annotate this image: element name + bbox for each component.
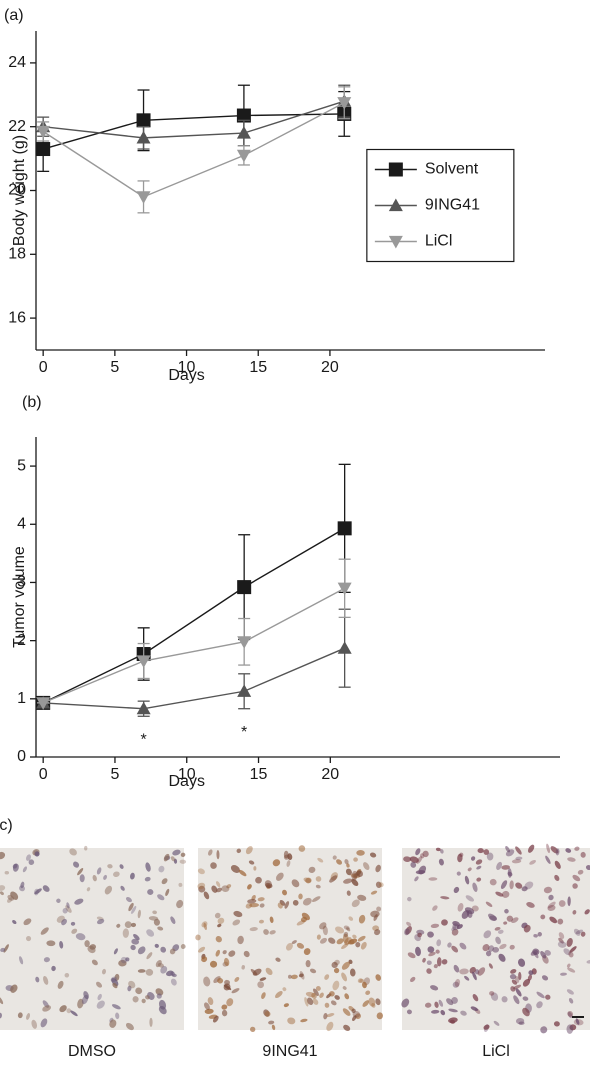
y-tick-label: 16 [8,309,26,326]
y-axis-label: Body weight (g) [11,135,28,246]
marker [338,641,352,654]
x-tick-label: 0 [39,766,48,783]
nucleus [306,960,311,967]
image-caption: LiCl [482,1043,510,1060]
nucleus [478,848,484,853]
legend-label: 9ING41 [425,197,480,214]
series-line [43,103,344,197]
y-tick-label: 5 [17,457,26,474]
micrograph [195,844,385,1033]
y-tick-label: 18 [8,246,26,263]
marker [137,113,151,127]
y-tick-label: 22 [8,118,26,135]
marker [137,191,151,204]
marker [338,521,352,535]
marker [237,126,251,139]
legend-label: Solvent [425,161,479,178]
marker [137,655,151,668]
y-tick-label: 24 [8,54,26,71]
series-line [43,648,344,709]
x-tick-label: 5 [111,766,120,783]
micrograph [400,843,590,1034]
figure: (a)161820222405101520DaysBody weight (g)… [0,0,590,1068]
series-line [43,528,344,703]
image-caption: DMSO [68,1043,116,1060]
nucleus [253,866,256,871]
x-tick-label: 20 [321,359,339,376]
x-tick-label: 15 [250,766,268,783]
panel-label: (c) [0,817,13,834]
marker [237,580,251,594]
legend-label: LiCl [425,233,453,250]
x-axis-label: Days [168,367,204,384]
page: {"chart_data": [ {"type": "line", "panel… [0,0,590,1068]
series-line [43,101,344,138]
marker [389,163,403,177]
nucleus [84,940,89,947]
x-tick-label: 5 [110,359,119,376]
marker [36,142,50,156]
y-tick-label: 0 [17,748,26,765]
nucleus [356,850,364,856]
x-tick-label: 15 [249,359,267,376]
nucleus [353,857,358,861]
series-line [43,588,344,703]
marker [338,583,352,596]
panel-label: (a) [4,7,24,24]
y-tick-label: 4 [17,515,26,532]
nucleus [489,991,494,996]
micrograph [0,846,186,1032]
marker [237,684,251,697]
x-axis-label: Days [169,773,205,790]
y-tick-label: 1 [17,690,26,707]
annotation: * [141,731,147,748]
annotation: * [241,724,247,741]
x-tick-label: 0 [39,359,48,376]
nucleus [149,1018,152,1027]
panel-label: (b) [22,394,42,411]
image-caption: 9ING41 [262,1043,317,1060]
y-axis-label: Tumor volume [11,546,28,648]
marker [237,150,251,163]
x-tick-label: 20 [321,766,339,783]
